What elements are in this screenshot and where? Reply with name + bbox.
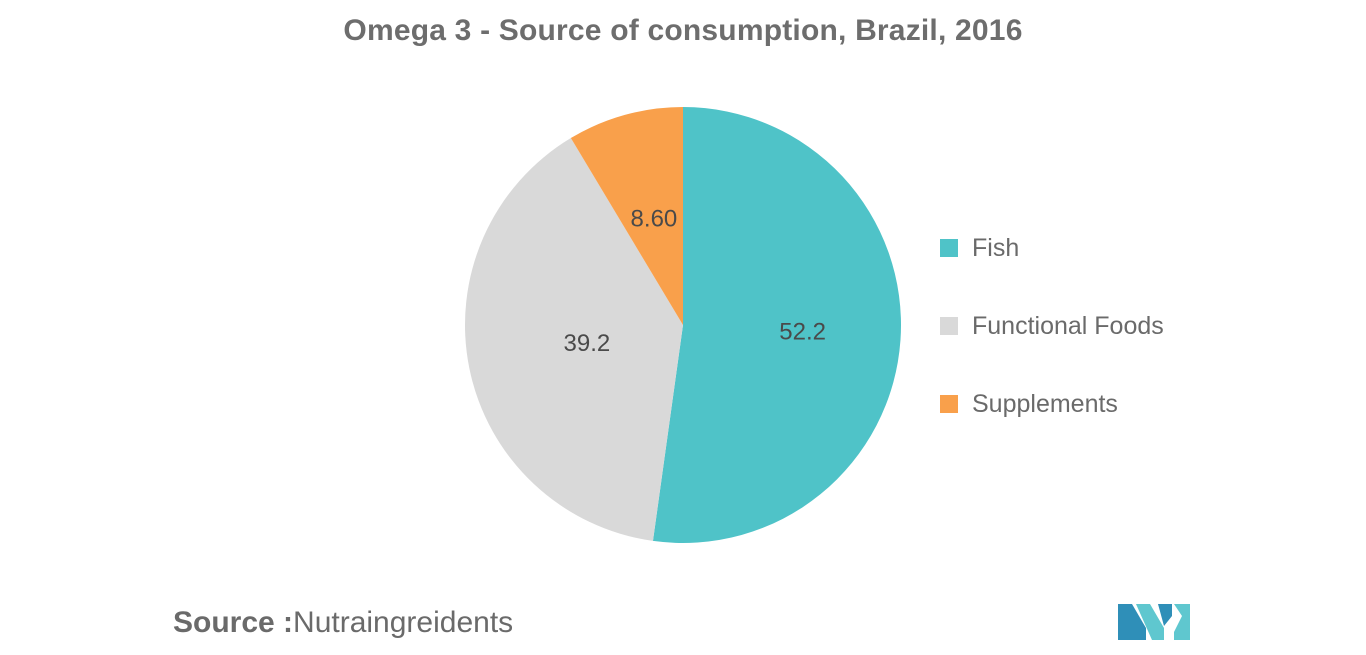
pie-data-labels: 52.2 39.2 8.60	[564, 205, 826, 357]
logo-shape-mid	[1136, 604, 1164, 640]
legend-swatch-functional-foods	[940, 317, 958, 335]
legend-label-fish: Fish	[972, 233, 1020, 262]
data-label-supplements: 8.60	[631, 205, 678, 232]
legend-item-fish: Fish	[940, 228, 1164, 268]
data-label-functional-foods: 39.2	[564, 330, 611, 357]
pie-slice-supplements	[570, 107, 683, 325]
data-label-fish: 52.2	[779, 319, 826, 346]
source-text: Nutraingreidents	[293, 606, 514, 639]
chart-title: Omega 3 - Source of consumption, Brazil,…	[343, 14, 1023, 47]
logo-shape-left	[1118, 604, 1146, 640]
legend-label-functional-foods: Functional Foods	[972, 311, 1164, 340]
logo-shape-right	[1158, 604, 1172, 626]
logo-shape-far-right	[1174, 604, 1190, 640]
brand-logo-icon	[1118, 604, 1190, 640]
pie-slices	[464, 107, 901, 543]
pie-slice-fish	[652, 107, 901, 543]
source-prefix: Source :	[173, 606, 294, 639]
legend-swatch-supplements	[940, 395, 958, 413]
legend-item-functional-foods: Functional Foods	[940, 306, 1164, 346]
legend: Fish Functional Foods Supplements	[940, 228, 1164, 462]
legend-label-supplements: Supplements	[972, 389, 1118, 418]
pie-slice-functional-foods	[464, 138, 683, 541]
legend-swatch-fish	[940, 239, 958, 257]
source-note: Source :Nutraingreidents	[173, 606, 513, 640]
legend-item-supplements: Supplements	[940, 384, 1164, 424]
